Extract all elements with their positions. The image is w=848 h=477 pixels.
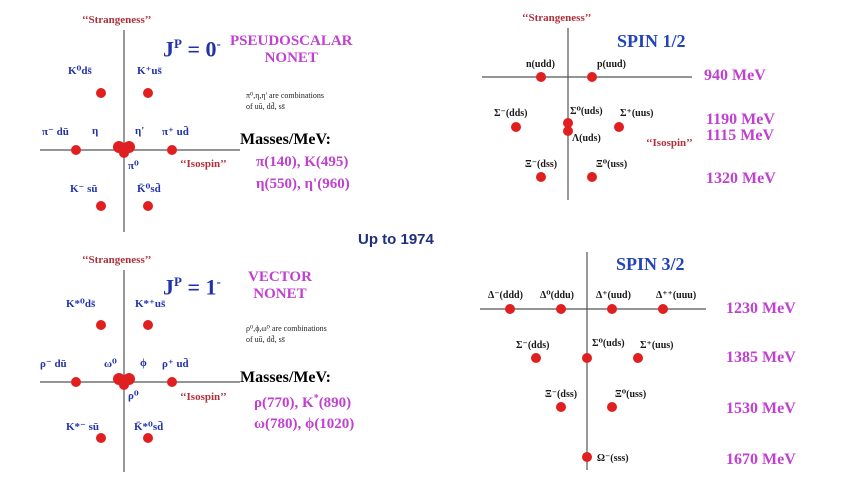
ps-kminus-label: K⁻ sū xyxy=(70,183,98,195)
s32-x0-dot xyxy=(607,402,617,412)
vec-strangeness-label: ‘‘Strangeness’’ xyxy=(82,254,152,266)
s32-dminus-dot xyxy=(505,304,515,314)
sh-strangeness-label: ‘‘Strangeness’’ xyxy=(522,12,592,24)
s32-x0-label: Ξ⁰(uss) xyxy=(615,389,647,400)
center-label: Up to 1974 xyxy=(358,231,434,248)
s32-d0-dot xyxy=(556,304,566,314)
ps-pi0-dot xyxy=(119,148,129,158)
ps-kplus-label: K⁺us̄ xyxy=(137,65,162,77)
vec-phi-label: ϕ xyxy=(140,357,147,369)
s32-energy-1230: 1230 MeV xyxy=(726,300,796,317)
sh-p-label: p(uud) xyxy=(597,59,626,70)
s32-omega-dot xyxy=(582,452,592,462)
s32-sminus-label: Σ⁻(dds) xyxy=(516,340,550,351)
vec-rhoplus-label: ρ⁺ ud̄ xyxy=(162,358,189,370)
vec-kplus-dot xyxy=(143,320,153,330)
vec-rhoplus-dot xyxy=(167,377,177,387)
sh-energy-1190: 1190 MeV xyxy=(706,111,775,128)
s32-xminus-dot xyxy=(556,402,566,412)
s32-title: SPIN 3/2 xyxy=(616,254,685,274)
sh-energy-940: 940 MeV xyxy=(704,67,766,84)
sh-lambda-label: Λ(uds) xyxy=(572,133,601,144)
ps-title: PSEUDOSCALAR NONET xyxy=(230,33,353,66)
sh-sigma0-dot xyxy=(563,118,573,128)
ps-eta-label: η xyxy=(92,125,99,137)
vec-isospin-label: ‘‘Isospin’’ xyxy=(180,391,227,403)
sh-sigmaminus-dot xyxy=(511,122,521,132)
ps-masses-title: Masses/MeV: xyxy=(240,131,331,148)
s32-energy-1385: 1385 MeV xyxy=(726,349,796,366)
sh-n-label: n(udd) xyxy=(526,59,555,70)
s32-splus-dot xyxy=(633,353,643,363)
ps-note: π⁰,η,η' are combinations of uū, dd̄, ss̄ xyxy=(246,91,324,111)
s32-dplusplus-dot xyxy=(658,304,668,314)
sh-title: SPIN 1/2 xyxy=(617,31,686,51)
ps-piminus-dot xyxy=(71,145,81,155)
ps-piminus-label: π⁻ dū xyxy=(42,126,69,138)
sh-lambda-dot xyxy=(563,126,573,136)
ps-k0bar-label: K̄⁰sd̄ xyxy=(137,183,161,195)
ps-k0-label: K⁰ds̄ xyxy=(68,65,92,77)
sh-ximinus-label: Ξ⁻(dss) xyxy=(525,159,558,170)
vec-k0-dot xyxy=(96,320,106,330)
sh-energy-1115: 1115 MeV xyxy=(706,127,774,144)
sh-p-dot xyxy=(587,72,597,82)
vec-title: VECTOR NONET xyxy=(248,269,312,302)
vec-kminus-dot xyxy=(96,433,106,443)
vec-masses-1: ρ(770), K*(890) xyxy=(254,393,352,411)
ps-piplus-dot xyxy=(167,145,177,155)
s32-xminus-label: Ξ⁻(dss) xyxy=(545,389,578,400)
s32-omega-label: Ω⁻(sss) xyxy=(597,453,629,464)
ps-isospin-label: ‘‘Isospin’’ xyxy=(180,158,227,170)
ps-jp: JP = 0- xyxy=(163,36,221,62)
vec-jp: JP = 1- xyxy=(163,274,221,300)
vec-rhominus-label: ρ⁻ dū xyxy=(40,358,67,370)
s32-dplus-dot xyxy=(607,304,617,314)
s32-dplusplus-label: Δ⁺⁺(uuu) xyxy=(656,290,697,301)
vec-masses-2: ω(780), ϕ(1020) xyxy=(254,416,355,432)
sh-sigma0-label: Σ⁰(uds) xyxy=(570,106,603,117)
ps-kminus-dot xyxy=(96,201,106,211)
s32-s0-label: Σ⁰(uds) xyxy=(592,338,625,349)
vec-k0bar-dot xyxy=(143,433,153,443)
vec-kplus-label: K*⁺us̄ xyxy=(135,298,166,310)
ps-pi0-label: π⁰ xyxy=(128,160,139,172)
s32-sminus-dot xyxy=(531,353,541,363)
sh-energy-1320: 1320 MeV xyxy=(706,170,776,187)
s32-energy-1530: 1530 MeV xyxy=(726,400,796,417)
ps-masses-1: π(140), K(495) xyxy=(256,154,349,170)
s32-energy-1670: 1670 MeV xyxy=(726,451,796,468)
vec-rhominus-dot xyxy=(71,377,81,387)
vec-note: ρ⁰,ϕ,ω⁰ are combinations of uū, dd̄, ss̄ xyxy=(246,324,327,344)
sh-ximinus-dot xyxy=(536,172,546,182)
sh-sigmaminus-label: Σ⁻(dds) xyxy=(494,108,528,119)
vec-rho0-dot xyxy=(119,380,129,390)
sh-isospin-label: ‘‘Isospin’’ xyxy=(646,137,693,149)
ps-etap-label: η' xyxy=(135,125,145,137)
ps-k0bar-dot xyxy=(143,201,153,211)
s32-d0-label: Δ⁰(ddu) xyxy=(540,290,574,301)
s32-dminus-label: Δ⁻(ddd) xyxy=(488,290,523,301)
ps-piplus-label: π⁺ ud̄ xyxy=(162,126,189,138)
sh-sigmaplus-dot xyxy=(614,122,624,132)
vec-k0bar-label: K̄*⁰sd̄ xyxy=(134,421,164,433)
ps-k0-dot xyxy=(96,88,106,98)
s32-s0-dot xyxy=(582,353,592,363)
vec-omega-label: ω⁰ xyxy=(104,358,117,370)
s32-splus-label: Σ⁺(uus) xyxy=(640,340,674,351)
sh-n-dot xyxy=(536,72,546,82)
ps-masses-2: η(550), η'(960) xyxy=(256,176,350,192)
vec-k0-label: K*⁰ds̄ xyxy=(66,298,96,310)
vec-masses-title: Masses/MeV: xyxy=(240,369,331,386)
vec-kminus-label: K*⁻ sū xyxy=(66,421,100,433)
vec-rho0-label: ρ⁰ xyxy=(128,390,139,402)
sh-xi0-dot xyxy=(587,172,597,182)
sh-xi0-label: Ξ⁰(uss) xyxy=(596,159,628,170)
sh-sigmaplus-label: Σ⁺(uus) xyxy=(620,108,654,119)
ps-strangeness-label: ‘‘Strangeness’’ xyxy=(82,14,152,26)
s32-dplus-label: Δ⁺(uud) xyxy=(596,290,631,301)
ps-kplus-dot xyxy=(143,88,153,98)
